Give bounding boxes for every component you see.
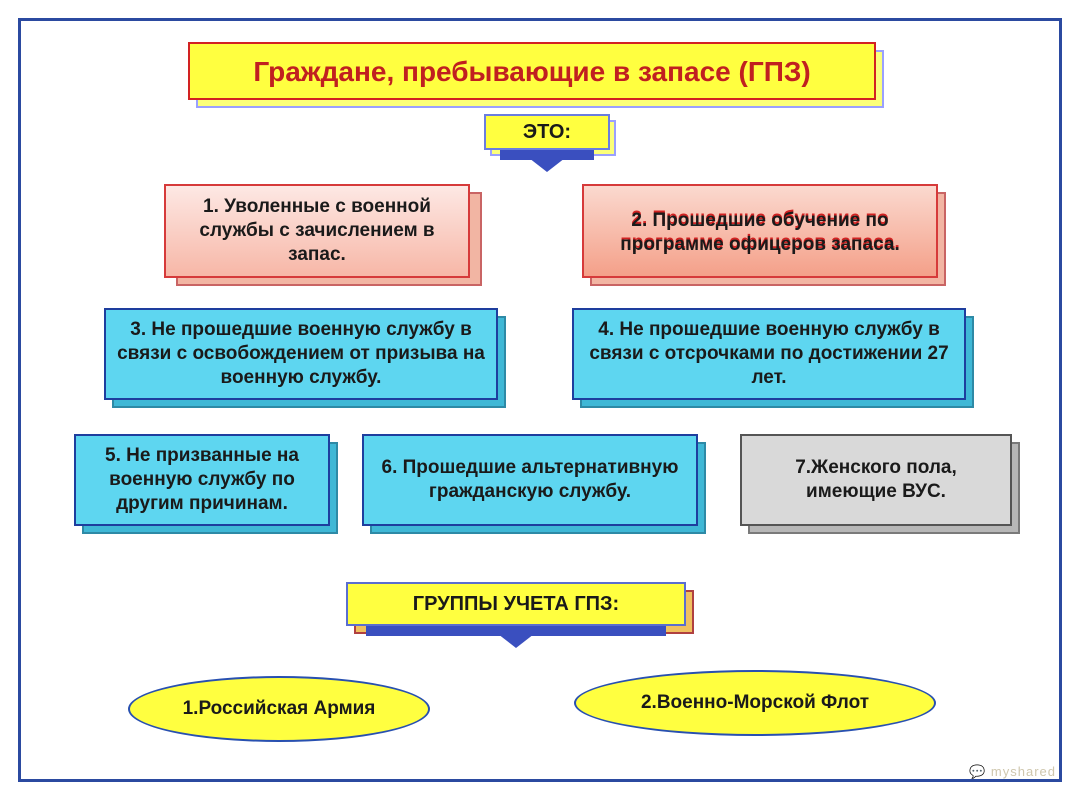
group-ellipse-2: 2.Военно-Морской Флот — [574, 670, 936, 736]
slide-title: Граждане, пребывающие в запасе (ГПЗ) — [188, 42, 876, 100]
groups-label: ГРУППЫ УЧЕТА ГПЗ: — [346, 582, 686, 626]
category-box-4: 4. Не прошедшие военную службу в связи с… — [572, 308, 966, 400]
group-ellipse-1: 1.Российская Армия — [128, 676, 430, 742]
category-box-2: 2. Прошедшие обучение по программе офице… — [582, 198, 938, 268]
category-box-1: 1. Уволенные с военной службы с зачислен… — [164, 184, 470, 278]
eto-label: ЭТО: — [484, 114, 610, 150]
arrow-down-icon — [498, 634, 534, 648]
arrow-down-icon — [529, 158, 565, 172]
category-box-6: 6. Прошедшие альтернативную гражданскую … — [362, 434, 698, 526]
category-box-3: 3. Не прошедшие военную службу в связи с… — [104, 308, 498, 400]
category-box-7: 7.Женского пола, имеющие ВУС. — [740, 434, 1012, 526]
watermark: 💬 myshared — [969, 764, 1056, 780]
category-box-5: 5. Не призванные на военную службу по др… — [74, 434, 330, 526]
